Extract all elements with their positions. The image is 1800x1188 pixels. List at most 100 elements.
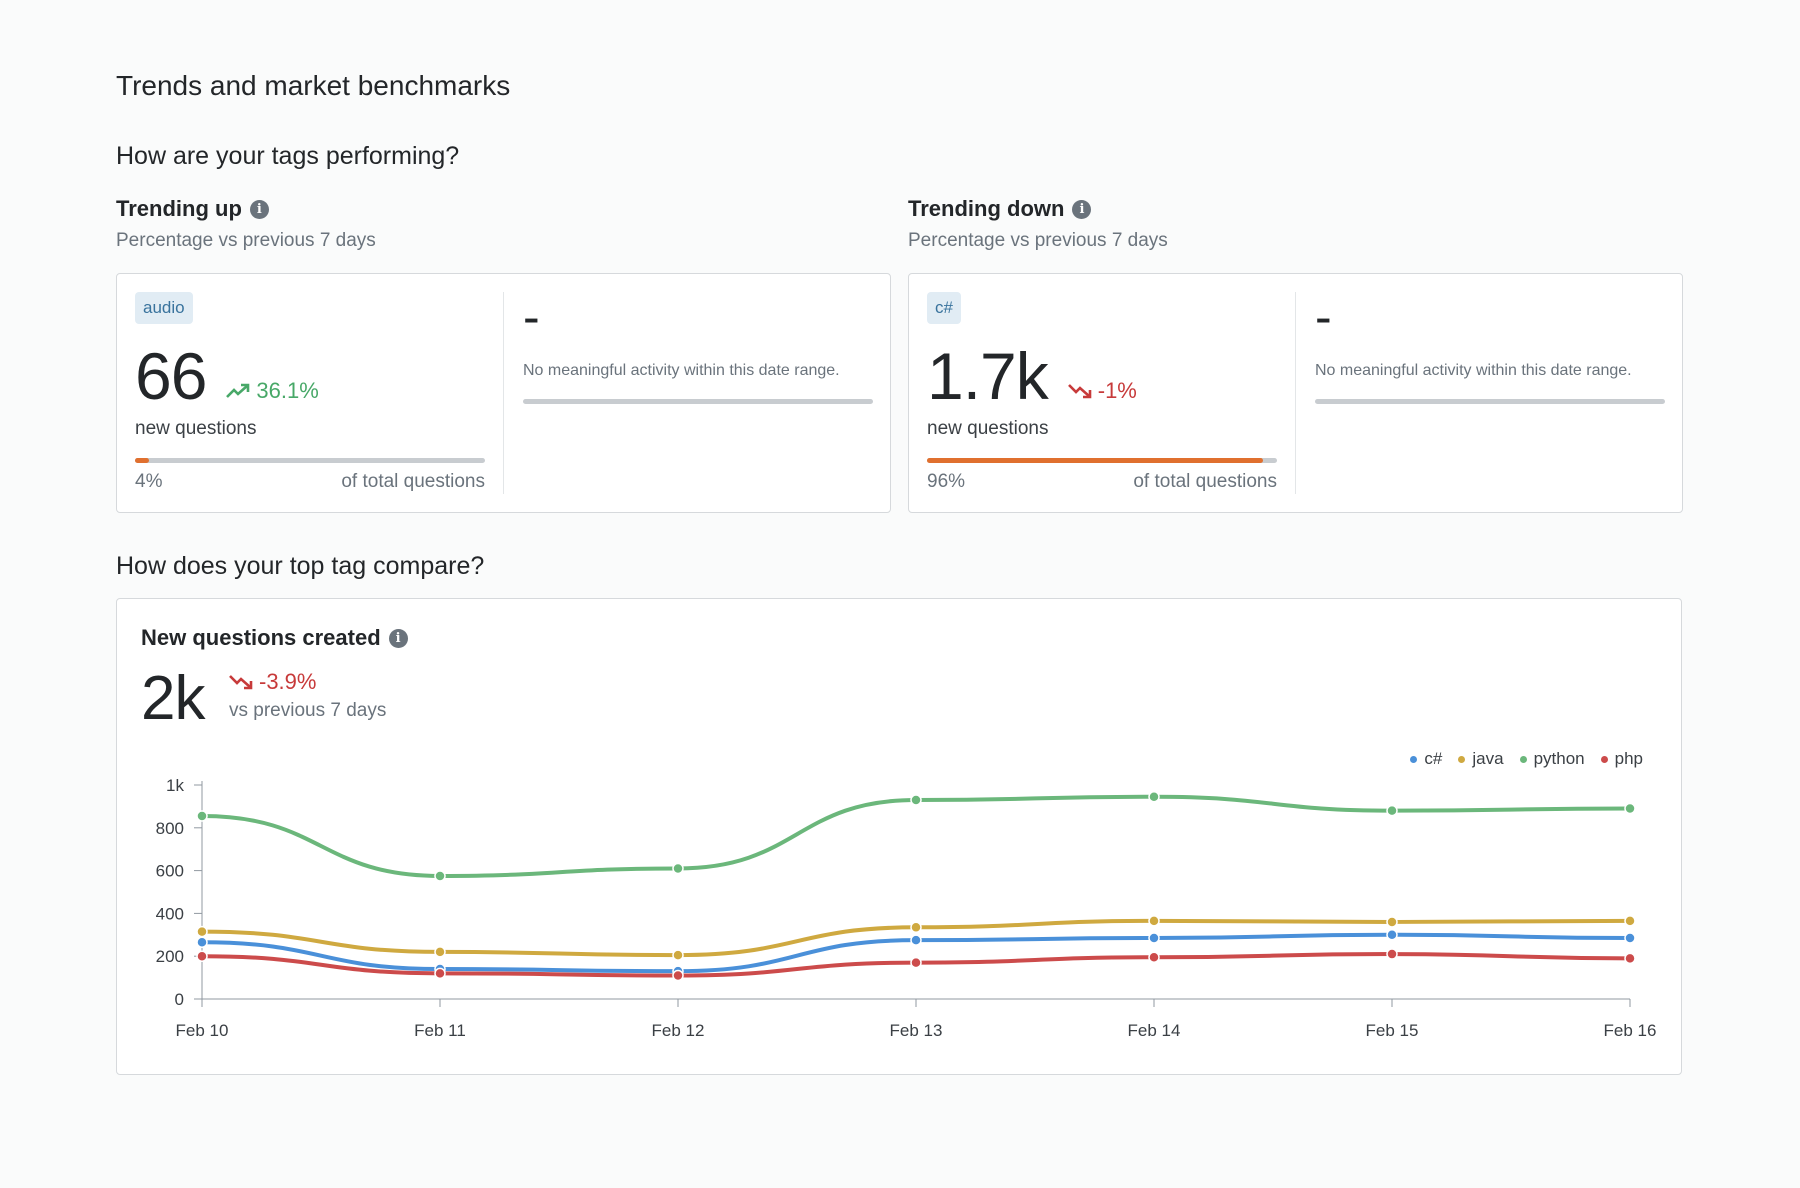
data-point-python [910,794,922,806]
y-tick-label: 600 [156,862,184,881]
y-tick-label: 800 [156,819,184,838]
data-point-python [1386,804,1398,817]
data-point-php [434,967,446,980]
data-point-c# [196,936,208,949]
trend-delta: 36.1% [226,378,319,404]
trending-up-subtitle: Percentage vs previous 7 days [116,230,376,251]
trending-up-card: audio 66 36.1% new questions 4% of total… [116,273,891,513]
trending-down-header: Trending down i Percentage vs previous 7… [908,196,1168,252]
legend-label: python [1533,749,1585,768]
info-icon[interactable]: i [1072,199,1092,219]
legend-label: c# [1424,749,1443,768]
data-point-c# [1148,932,1160,944]
trend-down-icon [1067,384,1092,399]
trend-caption: new questions [135,418,257,439]
data-point-java [196,925,208,938]
empty-bar [523,399,873,404]
legend-label: java [1472,749,1504,768]
trend-primary: audio 66 36.1% new questions 4% of total… [135,292,485,492]
share-bar [135,458,485,463]
tag-badge[interactable]: audio [135,292,193,324]
data-point-php [196,950,208,962]
y-tick-label: 400 [156,904,184,923]
legend-dot [1458,755,1466,763]
empty-message: No meaningful activity within this date … [523,362,840,379]
data-point-java [910,921,922,934]
share-label: of total questions [1133,471,1277,492]
x-tick-label: Feb 12 [652,1021,705,1040]
empty-value: - [1315,289,1332,345]
share-percent: 4% [135,471,163,492]
chart-title: New questions created [141,625,381,650]
line-chart: 0 200 400 600 800 1k Feb 10 Feb 11 Feb 12 Feb 13 F… [156,776,1657,1040]
y-tick-label: 1k [166,776,184,795]
series-line-python [200,794,1632,878]
trend-up-icon [226,383,250,398]
y-tick-label: 200 [156,947,184,966]
data-point-php [1148,951,1160,964]
divider [1295,292,1296,494]
info-icon[interactable]: i [388,628,408,648]
share-bar [927,458,1277,463]
legend-label: php [1614,749,1643,768]
data-point-python [1148,791,1160,803]
data-point-c# [1624,932,1636,944]
trending-up-title: Trending up [116,196,242,221]
chart-card: New questions created i 2k -3.9% vs prev… [116,598,1682,1075]
chart-vs-label: vs previous 7 days [229,700,387,721]
data-point-c# [1386,929,1398,941]
trending-down-subtitle: Percentage vs previous 7 days [908,230,1168,251]
trend-down-icon [229,675,253,690]
data-point-java [1386,916,1398,928]
legend-item-php[interactable]: php [1600,749,1643,769]
x-tick-label: Feb 13 [890,1021,943,1040]
x-tick-label: Feb 11 [414,1021,466,1040]
empty-message: No meaningful activity within this date … [1315,362,1632,379]
empty-bar [1315,399,1665,404]
chart-legend: c# java python php [1410,749,1643,769]
section-title-compare: How does your top tag compare? [116,552,485,580]
legend-dot [1600,755,1608,763]
empty-value: - [523,289,540,345]
data-point-python [196,810,208,822]
trend-caption: new questions [927,418,1049,439]
chart-value: 2k [141,664,205,733]
data-point-python [1624,802,1636,815]
data-point-java [434,946,446,958]
legend-item-java[interactable]: java [1458,749,1504,769]
data-point-python [434,870,446,882]
x-tick-label: Feb 15 [1366,1021,1419,1040]
trend-primary: c# 1.7k -1% new questions 96% of total q… [927,292,1277,492]
data-point-php [1386,948,1398,960]
trend-delta: -1% [1067,378,1137,404]
x-tick-label: Feb 14 [1128,1021,1181,1040]
legend-item-python[interactable]: python [1519,749,1585,769]
data-point-java [672,949,684,961]
trending-down-card: c# 1.7k -1% new questions 96% of total q… [908,273,1683,513]
y-tick-label: 0 [175,990,184,1009]
legend-dot [1519,755,1527,763]
data-point-php [672,969,684,982]
data-point-java [1624,915,1636,927]
share-label: of total questions [341,471,485,492]
tag-badge[interactable]: c# [927,292,961,324]
trend-value: 66 [135,339,207,413]
page-title: Trends and market benchmarks [116,70,511,101]
share-percent: 96% [927,471,966,492]
data-point-python [672,862,684,875]
data-point-c# [910,934,922,946]
divider [503,292,504,494]
data-point-php [1624,952,1636,965]
trend-secondary: - No meaningful activity within this dat… [1315,292,1665,490]
trend-secondary: - No meaningful activity within this dat… [523,292,873,490]
trending-down-title: Trending down [908,196,1065,221]
data-point-php [910,956,922,969]
x-tick-label: Feb 16 [1604,1021,1657,1040]
chart-delta: -3.9% [229,669,316,695]
legend-dot [1410,755,1418,763]
section-title-tags: How are your tags performing? [116,142,460,170]
x-tick-label: Feb 10 [176,1021,229,1040]
legend-item-c#[interactable]: c# [1410,749,1442,769]
info-icon[interactable]: i [249,199,269,219]
trend-value: 1.7k [927,339,1049,413]
